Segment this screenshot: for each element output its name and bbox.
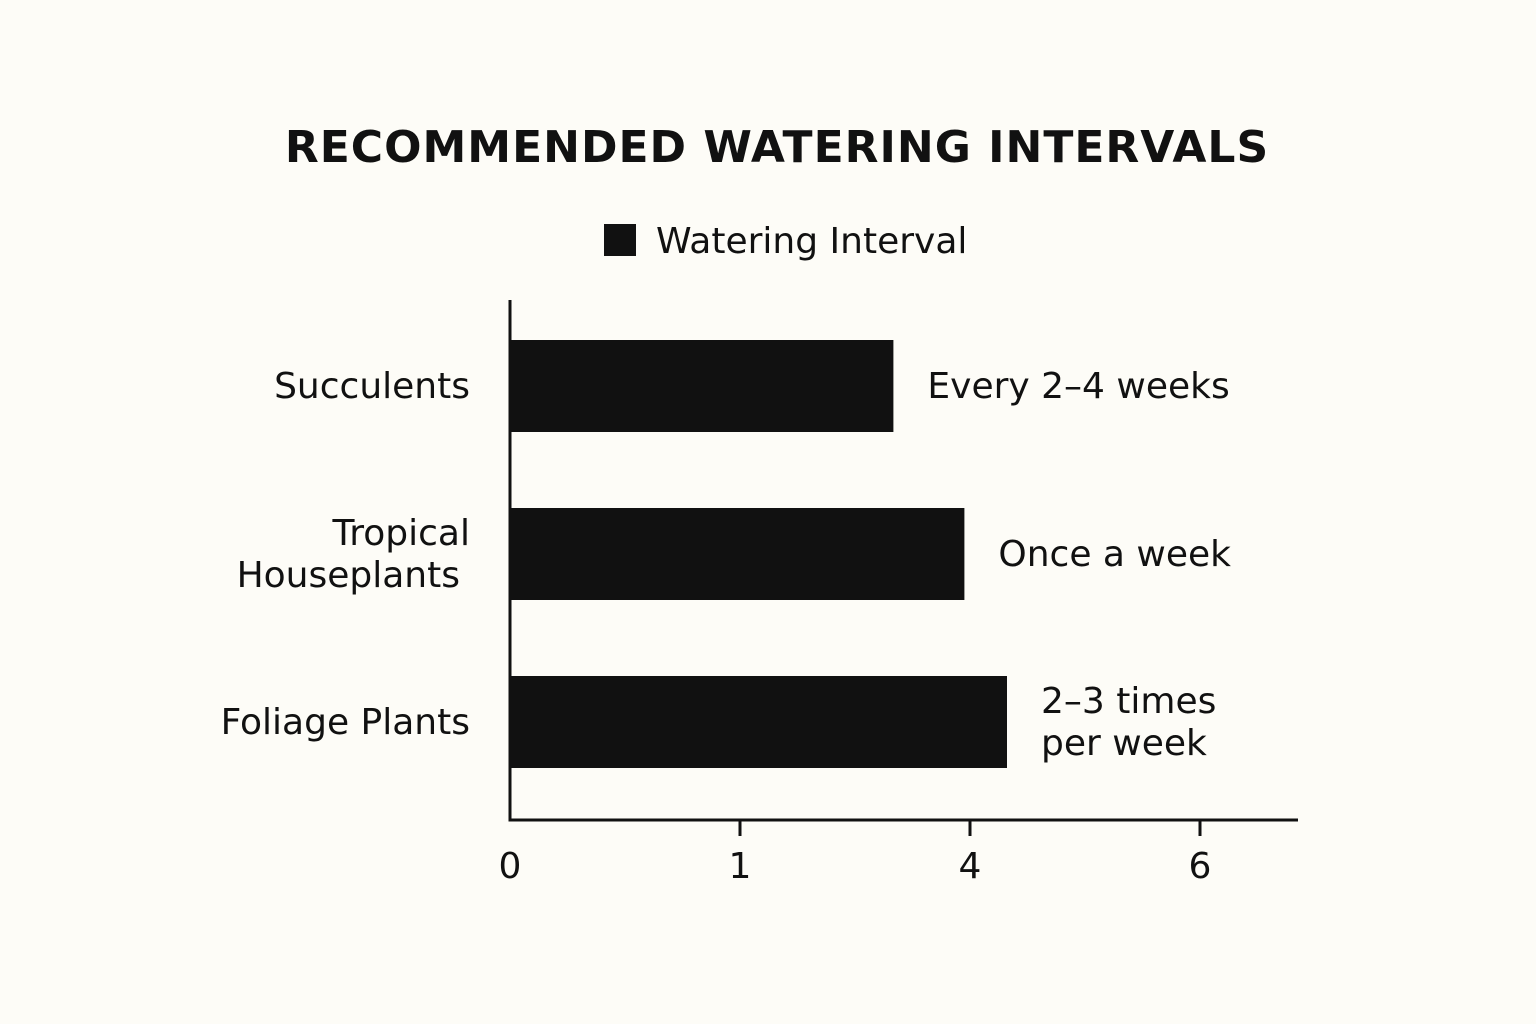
data-label: Every 2–4 weeks (927, 366, 1229, 407)
chart-title: RECOMMENDED WATERING INTERVALS (285, 122, 1269, 173)
x-tick-label: 1 (729, 846, 752, 887)
bars-group: Succulents Every 2–4 weeks TropicalHousepl… (221, 340, 1231, 768)
x-tick-label: 6 (1189, 846, 1212, 887)
x-tick-label: 0 (499, 846, 522, 887)
legend-swatch (604, 224, 636, 256)
category-label: Succulents (274, 366, 470, 407)
bar (510, 676, 1007, 768)
bar (510, 508, 965, 600)
axes-group: 0 1 4 6 (499, 300, 1298, 887)
data-label: 2–3 times (1041, 681, 1216, 722)
legend: Watering Interval (604, 221, 967, 262)
category-label: Foliage Plants (221, 702, 470, 743)
category-label: Houseplants (237, 555, 460, 596)
legend-label: Watering Interval (656, 221, 967, 262)
data-label: per week (1041, 723, 1207, 764)
bar (510, 340, 894, 432)
data-label: Once a week (998, 534, 1231, 575)
category-label: Tropical (332, 513, 470, 554)
x-tick-label: 4 (959, 846, 982, 887)
